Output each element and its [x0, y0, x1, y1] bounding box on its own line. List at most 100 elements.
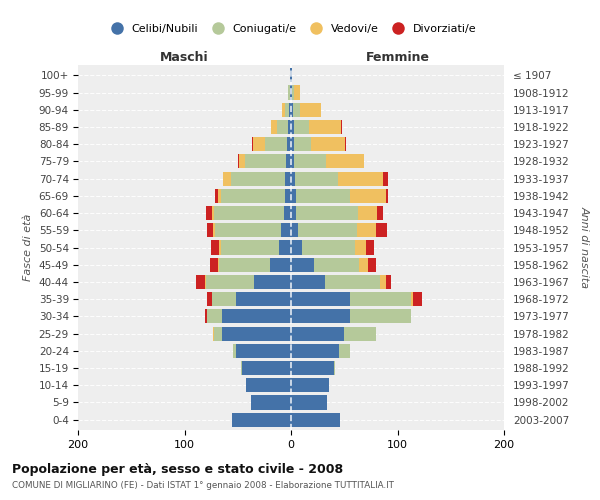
Bar	[239, 154, 245, 168]
Bar	[298, 223, 357, 238]
Bar	[291, 412, 340, 426]
Bar	[236, 292, 291, 306]
Bar	[412, 292, 413, 306]
Bar	[291, 206, 296, 220]
Bar	[218, 240, 221, 254]
Bar	[359, 258, 368, 272]
Bar	[291, 378, 329, 392]
Bar	[232, 172, 284, 185]
Bar	[289, 102, 291, 117]
Bar	[291, 68, 292, 82]
Bar	[206, 206, 212, 220]
Text: Maschi: Maschi	[160, 51, 209, 64]
Bar	[309, 120, 341, 134]
Bar	[214, 326, 222, 340]
Bar	[215, 189, 218, 203]
Bar	[326, 154, 364, 168]
Bar	[284, 189, 291, 203]
Bar	[232, 412, 291, 426]
Bar	[294, 154, 326, 168]
Bar	[218, 189, 221, 203]
Bar	[290, 68, 291, 82]
Bar	[222, 310, 291, 324]
Bar	[344, 326, 376, 340]
Bar	[245, 154, 286, 168]
Bar	[386, 275, 391, 289]
Bar	[221, 240, 279, 254]
Bar	[291, 172, 295, 185]
Bar	[296, 206, 358, 220]
Bar	[254, 275, 291, 289]
Bar	[251, 137, 253, 152]
Bar	[277, 120, 288, 134]
Bar	[296, 189, 350, 203]
Bar	[242, 361, 291, 375]
Bar	[325, 275, 380, 289]
Bar	[238, 154, 239, 168]
Bar	[212, 206, 214, 220]
Bar	[288, 120, 291, 134]
Bar	[350, 310, 412, 324]
Bar	[206, 275, 254, 289]
Y-axis label: Fasce di età: Fasce di età	[23, 214, 33, 281]
Bar	[291, 310, 350, 324]
Bar	[253, 137, 265, 152]
Bar	[246, 378, 291, 392]
Bar	[223, 172, 232, 185]
Bar	[233, 344, 236, 358]
Bar	[291, 120, 294, 134]
Bar	[350, 189, 386, 203]
Bar	[311, 137, 346, 152]
Legend: Celibi/Nubili, Coniugati/e, Vedovi/e, Divorziati/e: Celibi/Nubili, Coniugati/e, Vedovi/e, Di…	[101, 20, 481, 38]
Bar	[241, 361, 242, 375]
Text: Femmine: Femmine	[365, 51, 430, 64]
Bar	[218, 258, 270, 272]
Bar	[207, 292, 212, 306]
Bar	[215, 223, 281, 238]
Bar	[265, 137, 287, 152]
Bar	[358, 206, 377, 220]
Bar	[334, 361, 335, 375]
Bar	[291, 292, 350, 306]
Bar	[291, 154, 294, 168]
Bar	[284, 172, 291, 185]
Bar	[294, 137, 311, 152]
Bar	[291, 326, 344, 340]
Bar	[376, 223, 387, 238]
Bar	[291, 102, 293, 117]
Bar	[291, 361, 334, 375]
Bar	[341, 120, 342, 134]
Bar	[365, 240, 374, 254]
Bar	[287, 137, 291, 152]
Bar	[236, 344, 291, 358]
Bar	[279, 240, 291, 254]
Bar	[281, 223, 291, 238]
Bar	[213, 223, 215, 238]
Text: COMUNE DI MIGLIARINO (FE) - Dati ISTAT 1° gennaio 2008 - Elaborazione TUTTITALIA: COMUNE DI MIGLIARINO (FE) - Dati ISTAT 1…	[12, 481, 394, 490]
Bar	[196, 275, 205, 289]
Bar	[210, 258, 218, 272]
Bar	[284, 102, 289, 117]
Bar	[295, 172, 338, 185]
Bar	[293, 102, 299, 117]
Bar	[205, 310, 207, 324]
Bar	[291, 275, 325, 289]
Bar	[271, 120, 277, 134]
Bar	[213, 326, 214, 340]
Bar	[355, 240, 365, 254]
Bar	[291, 396, 327, 409]
Bar	[270, 258, 291, 272]
Bar	[207, 223, 213, 238]
Bar	[314, 258, 359, 272]
Bar	[294, 86, 299, 100]
Bar	[386, 189, 388, 203]
Y-axis label: Anni di nascita: Anni di nascita	[579, 206, 589, 288]
Bar	[377, 206, 383, 220]
Bar	[291, 137, 294, 152]
Bar	[357, 223, 376, 238]
Bar	[207, 310, 222, 324]
Bar	[211, 240, 218, 254]
Bar	[291, 86, 292, 100]
Bar	[284, 206, 291, 220]
Bar	[283, 102, 284, 117]
